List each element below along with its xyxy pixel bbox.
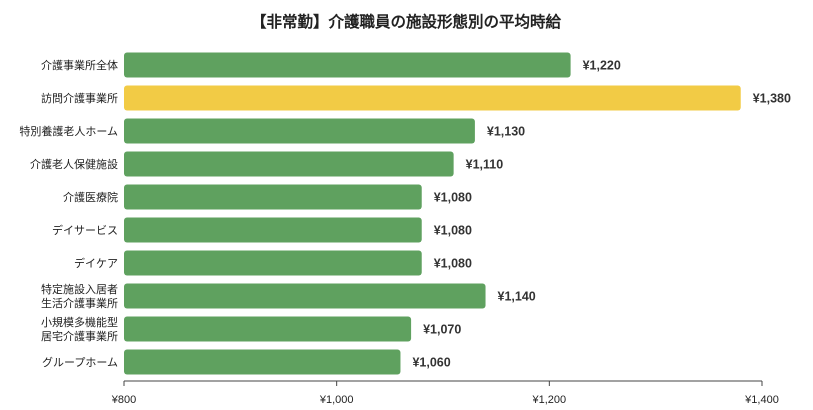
chart-title: 【非常勤】介護職員の施設形態別の平均時給: [251, 12, 562, 31]
category-label: 特別養護老人ホーム: [19, 124, 118, 138]
bar: [124, 250, 422, 276]
bar: [124, 52, 571, 78]
value-label: ¥1,140: [498, 290, 536, 304]
category-label: デイサービス: [52, 223, 118, 237]
category-label: 小規模多機能型: [41, 315, 118, 329]
bar: [124, 349, 401, 375]
category-label: 居宅介護事業所: [41, 329, 118, 343]
value-label: ¥1,060: [412, 356, 450, 370]
category-label: 生活介護事業所: [41, 296, 118, 310]
bar: [124, 316, 412, 342]
bar: [124, 217, 422, 243]
value-label: ¥1,080: [434, 191, 472, 205]
category-label: グループホーム: [42, 355, 118, 369]
x-tick-label: ¥1,200: [532, 394, 567, 406]
bar: [124, 283, 486, 309]
x-tick-label: ¥1,400: [744, 394, 779, 406]
bar: [124, 85, 741, 111]
category-label: デイケア: [74, 256, 118, 270]
category-label: 介護医療院: [63, 190, 118, 204]
bar: [124, 151, 454, 177]
x-tick-label: ¥800: [111, 394, 136, 406]
x-tick-label: ¥1,000: [319, 394, 354, 406]
category-label: 訪問介護事業所: [41, 91, 118, 105]
value-label: ¥1,220: [583, 59, 621, 73]
bar: [124, 118, 475, 144]
category-label: 介護事業所全体: [41, 58, 118, 72]
value-label: ¥1,130: [487, 125, 525, 139]
category-label: 特定施設入居者: [41, 282, 118, 296]
value-label: ¥1,080: [434, 224, 472, 238]
value-label: ¥1,080: [434, 257, 472, 271]
category-label: 介護老人保健施設: [30, 157, 118, 171]
value-label: ¥1,380: [753, 92, 791, 106]
value-label: ¥1,110: [466, 158, 504, 172]
value-label: ¥1,070: [423, 323, 461, 337]
bar: [124, 184, 422, 210]
